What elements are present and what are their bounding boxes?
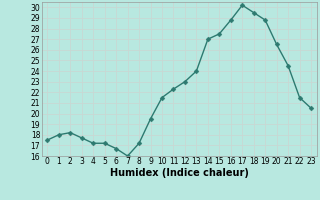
X-axis label: Humidex (Indice chaleur): Humidex (Indice chaleur) (110, 168, 249, 178)
